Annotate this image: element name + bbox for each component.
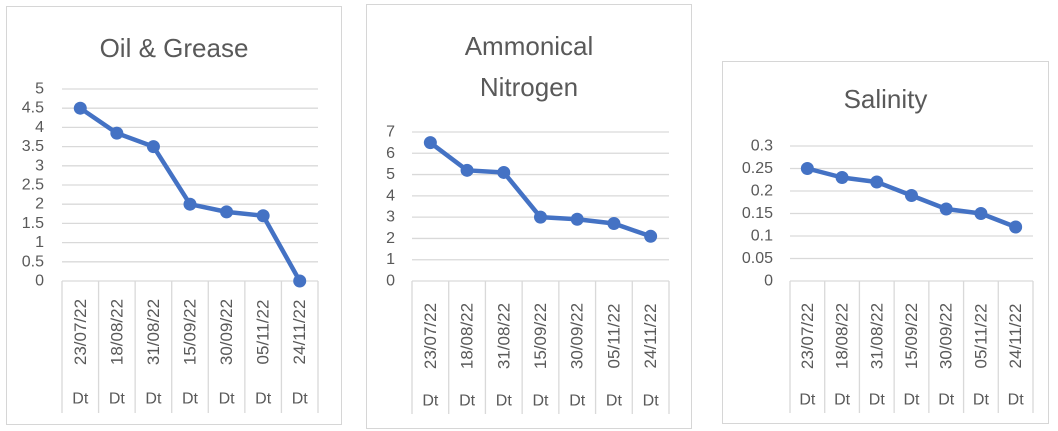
- y-axis-tick-label: 3: [386, 209, 395, 226]
- y-axis-tick-label: 0.15: [742, 205, 773, 222]
- x-axis-date-label: 18/08/22: [458, 303, 477, 369]
- data-point: [256, 209, 270, 223]
- data-point: [220, 205, 234, 219]
- chart-panel-salinity: Salinity 0.3 0.25 0.2 0.15 0.1 0.05 0 23/07/22 D…: [722, 61, 1049, 424]
- data-point: [460, 163, 474, 177]
- x-axis-sublabel: Dt: [422, 393, 439, 410]
- chart-plot-area: 0.3 0.25 0.2 0.15 0.1 0.05 0 23/07/22 Dt 18/08/22…: [742, 138, 1034, 413]
- y-axis-tick-label: 0.25: [742, 160, 773, 177]
- x-axis-date-label: 15/09/22: [902, 303, 921, 369]
- x-axis-sublabel: Dt: [459, 393, 476, 410]
- y-axis-tick-label: 3.5: [22, 138, 44, 155]
- x-axis-date-label: 31/08/22: [494, 303, 513, 369]
- data-point: [497, 165, 511, 179]
- y-axis-tick-label: 2: [386, 230, 395, 247]
- y-axis-tick-label: 0.2: [751, 183, 773, 200]
- x-axis-date-label: 05/11/22: [604, 304, 623, 369]
- x-axis-date-label: 24/11/22: [1006, 304, 1025, 369]
- data-point: [570, 212, 584, 226]
- y-axis-tick-label: 5: [386, 166, 395, 183]
- y-axis-tick-label: 4.5: [22, 100, 44, 117]
- x-axis-sublabel: Dt: [182, 391, 199, 408]
- y-axis-tick-label: 0.5: [22, 253, 44, 270]
- chart-panel-oil-and-grease: Oil & Grease 5 4.5 4 3.5 3 2.5 2 1.5 1 0.5 0 23/07/…: [6, 6, 342, 425]
- y-axis-tick-label: 1: [386, 251, 395, 268]
- data-point: [293, 274, 307, 288]
- x-axis-date-label: 30/09/22: [568, 303, 587, 369]
- x-axis-sublabel: Dt: [1008, 392, 1025, 409]
- data-point: [974, 207, 988, 220]
- x-axis-sublabel: Dt: [109, 391, 126, 408]
- data-point: [110, 126, 124, 140]
- x-axis-date-label: 05/11/22: [971, 304, 990, 369]
- y-axis-tick-label: 0: [764, 273, 773, 290]
- x-axis-date-label: 30/09/22: [937, 303, 956, 369]
- x-axis-sublabel: Dt: [72, 391, 89, 408]
- x-axis-date-label: 18/08/22: [107, 299, 126, 365]
- x-axis-sublabel: Dt: [145, 391, 162, 408]
- x-axis-date-label: 05/11/22: [254, 300, 273, 365]
- x-axis-sublabel: Dt: [834, 392, 851, 409]
- x-axis-sublabel: Dt: [643, 393, 660, 410]
- x-axis-sublabel: Dt: [799, 392, 816, 409]
- x-axis-date-label: 15/09/22: [181, 299, 200, 365]
- data-point: [800, 162, 814, 175]
- data-point: [607, 217, 621, 231]
- x-axis-date-label: 18/08/22: [833, 303, 852, 369]
- x-axis-sublabel: Dt: [606, 393, 623, 410]
- x-axis-date-label: 23/07/22: [798, 303, 817, 369]
- data-point: [146, 140, 160, 154]
- y-axis-tick-label: 0: [386, 273, 395, 290]
- y-axis-tick-label: 6: [386, 145, 395, 162]
- y-axis-tick-label: 0: [35, 273, 44, 290]
- chart-panel-ammonical-nitrogen: Ammonical Nitrogen 7 6 5 4 3 2 1 0 23/07/22 Dt 18/0…: [366, 4, 692, 429]
- y-axis-tick-label: 0.3: [751, 138, 773, 155]
- data-point: [870, 175, 884, 189]
- data-point: [534, 210, 547, 224]
- data-point: [73, 101, 87, 115]
- x-axis-date-label: 30/09/22: [217, 299, 236, 365]
- x-axis-sublabel: Dt: [292, 391, 309, 408]
- x-axis-date-label: 15/09/22: [531, 303, 550, 369]
- data-point: [183, 197, 197, 211]
- y-axis-tick-label: 4: [386, 187, 395, 204]
- x-axis-sublabel: Dt: [533, 393, 550, 410]
- x-axis-sublabel: Dt: [219, 391, 236, 408]
- y-axis-tick-label: 5: [35, 81, 44, 98]
- y-axis-tick-label: 7: [386, 124, 395, 141]
- x-axis-date-label: 24/11/22: [641, 304, 660, 369]
- chart-plot-area: 5 4.5 4 3.5 3 2.5 2 1.5 1 0.5 0 23/07/22 Dt 18/08/22 D…: [22, 81, 319, 413]
- data-point: [905, 189, 918, 202]
- y-axis-tick-label: 2.5: [22, 177, 44, 194]
- y-axis-tick-label: 0.05: [742, 250, 773, 267]
- x-axis-date-label: 23/07/22: [421, 303, 440, 369]
- y-axis-tick-label: 3: [35, 157, 44, 174]
- data-point: [835, 171, 849, 184]
- y-axis-tick-label: 0.1: [751, 228, 773, 245]
- data-point: [423, 136, 437, 150]
- x-axis-date-label: 24/11/22: [290, 300, 309, 365]
- x-axis-sublabel: Dt: [869, 392, 886, 409]
- y-axis-tick-label: 2: [35, 196, 44, 213]
- chart-plot-area: 7 6 5 4 3 2 1 0 23/07/22 Dt 18/08/22 Dt 31/08/22 Dt 15…: [386, 124, 670, 414]
- x-axis-sublabel: Dt: [904, 392, 921, 409]
- x-axis-sublabel: Dt: [973, 392, 990, 409]
- data-point: [939, 202, 953, 216]
- x-axis-sublabel: Dt: [938, 392, 955, 409]
- y-axis-tick-label: 1: [35, 234, 44, 251]
- x-axis-date-label: 31/08/22: [144, 299, 163, 365]
- x-axis-date-label: 23/07/22: [71, 299, 90, 365]
- x-axis-sublabel: Dt: [496, 393, 513, 410]
- x-axis-sublabel: Dt: [255, 391, 272, 408]
- x-axis-sublabel: Dt: [569, 393, 586, 410]
- y-axis-tick-label: 1.5: [22, 215, 44, 232]
- x-axis-date-label: 31/08/22: [867, 303, 886, 369]
- data-point: [644, 229, 658, 243]
- y-axis-tick-label: 4: [35, 119, 44, 136]
- data-point: [1009, 220, 1023, 234]
